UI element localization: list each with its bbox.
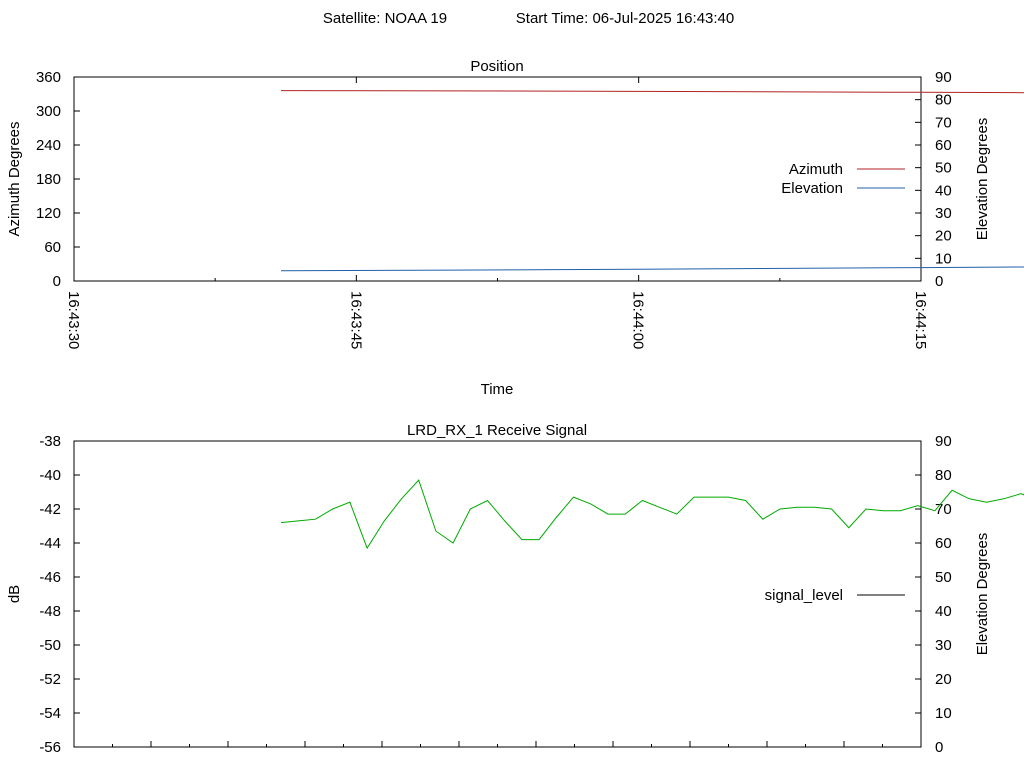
legend-label-azimuth: Azimuth [789, 161, 843, 178]
signal-y2-tick-label: 50 [935, 569, 952, 586]
position-x-tick-label: 16:43:45 [347, 291, 364, 349]
signal-y-tick-label: -38 [39, 433, 61, 450]
signal-y-tick-label: -40 [39, 467, 61, 484]
position-y2-tick-label: 40 [935, 182, 952, 199]
position-y-tick-label: 240 [36, 137, 61, 154]
position-y2-tick-label: 10 [935, 250, 952, 267]
signal-chart-title: LRD_RX_1 Receive Signal [407, 422, 587, 439]
position-x-tick-label: 16:44:00 [630, 291, 647, 349]
signal-y2-tick-label: 80 [935, 467, 952, 484]
signal-y-tick-label: -50 [39, 637, 61, 654]
position-y2-tick-label: 30 [935, 205, 952, 222]
position-y2-tick-label: 90 [935, 69, 952, 86]
position-y-tick-label: 180 [36, 171, 61, 188]
signal-y-tick-label: -48 [39, 603, 61, 620]
signal-y2-tick-label: 40 [935, 603, 952, 620]
position-y-tick-label: 120 [36, 205, 61, 222]
position-y2-tick-label: 0 [935, 273, 943, 290]
position-y-tick-label: 0 [53, 273, 61, 290]
signal-y2-tick-label: 60 [935, 535, 952, 552]
satellite-label: Satellite: NOAA 19 [323, 10, 447, 27]
legend-label-signal-level: signal_level [765, 587, 843, 604]
signal-y-tick-label: -52 [39, 671, 61, 688]
signal-y-tick-label: -42 [39, 501, 61, 518]
position-y2-tick-label: 50 [935, 160, 952, 177]
position-x-axis-label: Time [481, 381, 514, 398]
signal-y2-tick-label: 10 [935, 705, 952, 722]
legend-label-elevation: Elevation [781, 180, 843, 197]
position-plot-frame [73, 76, 922, 282]
signal-y2-tick-label: 70 [935, 501, 952, 518]
position-chart: Position Azimuth Degrees Elevation Degre… [6, 58, 1024, 398]
signal-y2-tick-label: 90 [935, 433, 952, 450]
signal-legend: signal_level [765, 587, 905, 604]
position-legend: Azimuth Elevation [781, 161, 905, 197]
signal-y-tick-label: -54 [39, 705, 61, 722]
position-y2-tick-label: 20 [935, 228, 952, 245]
signal-y2-tick-label: 20 [935, 671, 952, 688]
position-y-tick-label: 300 [36, 103, 61, 120]
position-y-tick-label: 360 [36, 69, 61, 86]
signal-y-tick-label: -56 [39, 739, 61, 756]
position-y2-tick-label: 60 [935, 137, 952, 154]
position-x-tick-label: 16:43:30 [65, 291, 82, 349]
signal-y2-tick-label: 0 [935, 739, 943, 756]
signal-chart: LRD_RX_1 Receive Signal dB Elevation Deg… [6, 422, 1024, 756]
signal-y-tick-label: -46 [39, 569, 61, 586]
series-line-signal-level [280, 479, 1024, 550]
position-y2-tick-label: 80 [935, 92, 952, 109]
signal-y2-tick-label: 30 [935, 637, 952, 654]
signal-y-axis-label: dB [6, 585, 23, 603]
signal-y2-axis-label: Elevation Degrees [974, 533, 991, 656]
position-y-axis-label: Azimuth Degrees [6, 121, 23, 236]
signal-y-tick-label: -44 [39, 535, 61, 552]
position-y2-axis-label: Elevation Degrees [974, 118, 991, 241]
start-time-label: Start Time: 06-Jul-2025 16:43:40 [516, 10, 734, 27]
position-y-tick-label: 60 [44, 239, 61, 256]
position-x-tick-label: 16:44:15 [912, 291, 929, 349]
position-chart-title: Position [470, 58, 523, 75]
series-line-elevation [280, 266, 1024, 272]
series-line-azimuth [280, 90, 1024, 94]
position-y2-tick-label: 70 [935, 114, 952, 131]
